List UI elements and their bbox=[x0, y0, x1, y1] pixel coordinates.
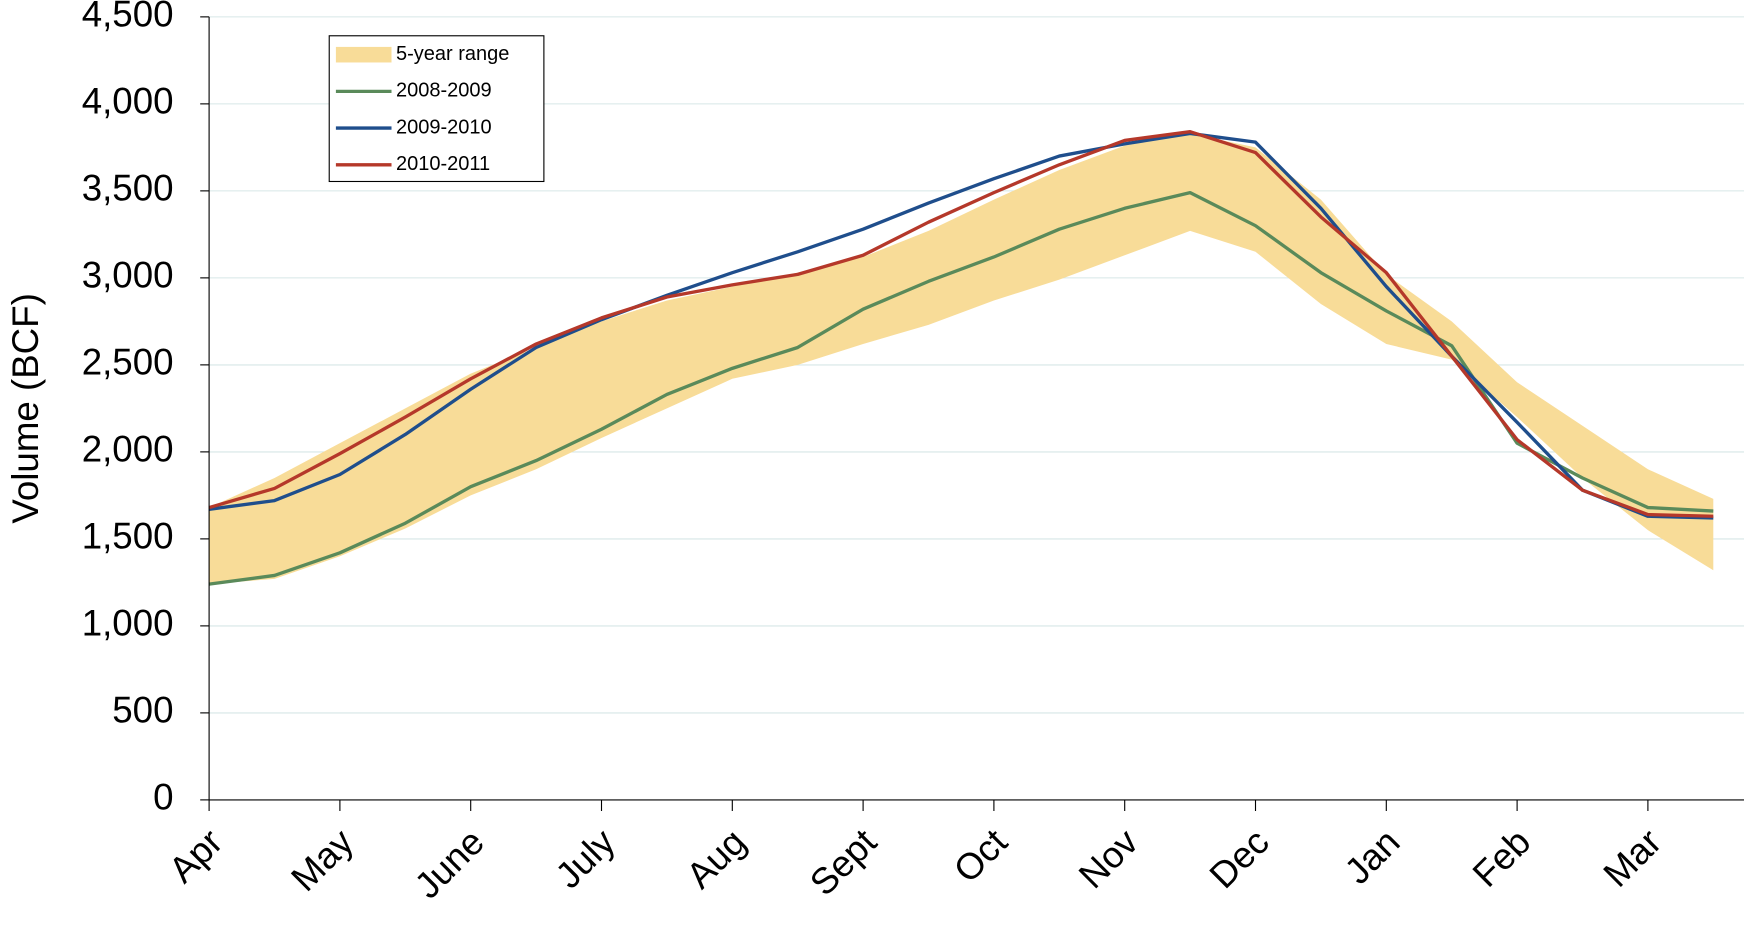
range-area bbox=[209, 133, 1714, 585]
x-tick-label: Oct bbox=[946, 821, 1015, 890]
y-tick-label: 0 bbox=[153, 777, 173, 818]
plot-area bbox=[208, 130, 1714, 586]
y-tick-label: 3,000 bbox=[82, 255, 174, 296]
x-tick-label: Nov bbox=[1071, 821, 1147, 897]
y-tick-label: 4,000 bbox=[82, 81, 174, 122]
y-tick-label: 1,000 bbox=[82, 603, 174, 644]
y-tick-label: 500 bbox=[112, 690, 173, 731]
legend: 5-year range 2008-2009 2009-2010 2010-2011 bbox=[328, 35, 545, 183]
x-tick-label: Aug bbox=[678, 821, 753, 896]
y-tick-label: 4,500 bbox=[82, 0, 174, 35]
x-tick-label: May bbox=[283, 821, 361, 899]
x-tick-label: Sept bbox=[802, 821, 884, 903]
x-tick-label: Dec bbox=[1202, 821, 1277, 896]
y-axis-title: Volume (BCF) bbox=[5, 293, 46, 523]
legend-label: 5-year range bbox=[396, 43, 509, 65]
y-tick-label: 2,000 bbox=[82, 429, 174, 470]
x-tick-label: Apr bbox=[161, 821, 230, 890]
legend-label: 2009-2010 bbox=[396, 116, 492, 138]
y-tick-label: 3,500 bbox=[82, 168, 174, 209]
series-line bbox=[208, 190, 1714, 586]
series-line bbox=[208, 131, 1714, 520]
series-line bbox=[208, 130, 1714, 518]
x-tick-label: Jan bbox=[1337, 821, 1408, 892]
y-tick-label: 2,500 bbox=[82, 342, 174, 383]
x-tick-label: Mar bbox=[1595, 821, 1669, 895]
x-tick-label: June bbox=[407, 821, 492, 906]
legend-label: 2010-2011 bbox=[396, 153, 490, 175]
y-tick-label: 1,500 bbox=[82, 516, 174, 557]
x-tick-label: July bbox=[548, 821, 624, 897]
legend-label: 2008-2009 bbox=[396, 80, 492, 102]
legend-swatch bbox=[335, 46, 392, 63]
x-tick-label: Feb bbox=[1465, 821, 1539, 895]
axes: 0 500 1,000 1,500 2,000 2,500 3,000 3,500 4,000 4… bbox=[82, 0, 1744, 906]
